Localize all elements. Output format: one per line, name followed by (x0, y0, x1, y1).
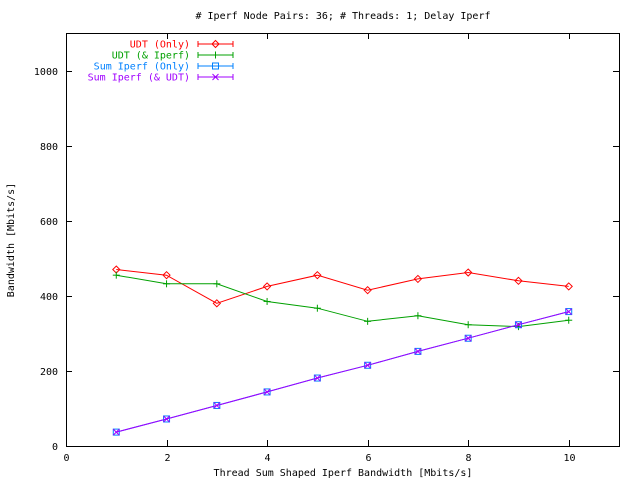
data-point (213, 401, 221, 409)
y-axis: 0 200 400 600 800 1000 (34, 67, 619, 453)
data-point (263, 388, 271, 396)
y-tick-label: 800 (40, 142, 58, 153)
data-point (263, 297, 271, 305)
legend-label: Sum Iperf (Only) (94, 62, 190, 73)
data-point (414, 312, 422, 320)
data-point (564, 282, 573, 291)
legend-item: Sum Iperf (Only) (94, 62, 234, 73)
data-point (314, 374, 321, 382)
data-point (263, 388, 271, 396)
legend-label: UDT (Only) (130, 40, 190, 51)
data-point (565, 308, 573, 316)
series-1 (112, 265, 573, 308)
data-point (262, 282, 272, 291)
data-point (112, 428, 120, 436)
data-point (163, 415, 170, 423)
data-point (364, 361, 372, 369)
data-point (414, 348, 422, 355)
series-line (116, 274, 569, 328)
legend-marker (212, 62, 219, 70)
plot-frame (66, 33, 620, 447)
series-line (116, 269, 569, 304)
data-point (313, 270, 322, 280)
data-point (464, 334, 472, 342)
legend-marker (212, 73, 219, 81)
data-point (414, 347, 422, 355)
x-axis: 0 2 4 6 8 10 (63, 33, 576, 464)
data-point (363, 285, 372, 295)
data-point (515, 321, 522, 329)
data-point (163, 415, 171, 423)
y-tick-label: 400 (40, 292, 58, 303)
data-point (413, 274, 423, 284)
x-axis-label: Thread Sum Shaped Iperf Bandwidth [Mbits… (214, 468, 473, 479)
series-4 (112, 308, 573, 436)
data-point (464, 334, 472, 342)
chart-title: # Iperf Node Pairs: 36; # Threads: 1; De… (195, 11, 490, 22)
series-line (116, 311, 569, 433)
data-point (112, 428, 120, 436)
data-point (213, 280, 221, 288)
x-tick-label: 4 (264, 453, 270, 464)
data-point (565, 308, 573, 315)
y-tick-label: 600 (40, 217, 58, 228)
data-point (463, 268, 473, 277)
legend-item: UDT (& Iperf) (112, 51, 234, 62)
legend-marker (211, 39, 220, 49)
legend-marker (212, 51, 219, 59)
series-layer (112, 265, 573, 436)
data-point (364, 317, 372, 325)
data-point (112, 271, 120, 279)
data-point (514, 321, 522, 329)
legend: UDT (Only)UDT (& Iperf)Sum Iperf (Only)S… (88, 39, 234, 84)
y-tick-label: 200 (40, 367, 58, 378)
data-point (364, 361, 371, 369)
data-point (565, 316, 573, 324)
data-point (464, 321, 472, 329)
legend-label: UDT (& Iperf) (112, 51, 190, 62)
x-tick-label: 10 (563, 453, 575, 464)
legend-label: Sum Iperf (& UDT) (88, 73, 190, 84)
data-point (162, 270, 171, 280)
x-tick-label: 2 (164, 453, 170, 464)
legend-item: Sum Iperf (& UDT) (88, 73, 234, 84)
y-tick-label: 0 (52, 442, 58, 453)
y-tick-label: 1000 (34, 67, 58, 78)
data-point (212, 299, 222, 308)
data-point (313, 304, 321, 312)
legend-item: UDT (Only) (130, 39, 234, 51)
data-point (313, 374, 321, 382)
data-point (213, 402, 221, 409)
x-tick-label: 8 (465, 453, 471, 464)
data-point (163, 280, 171, 288)
x-tick-label: 0 (63, 453, 69, 464)
x-tick-label: 6 (365, 453, 371, 464)
data-point (514, 276, 523, 286)
y-axis-label: Bandwidth [Mbits/s] (6, 183, 17, 297)
